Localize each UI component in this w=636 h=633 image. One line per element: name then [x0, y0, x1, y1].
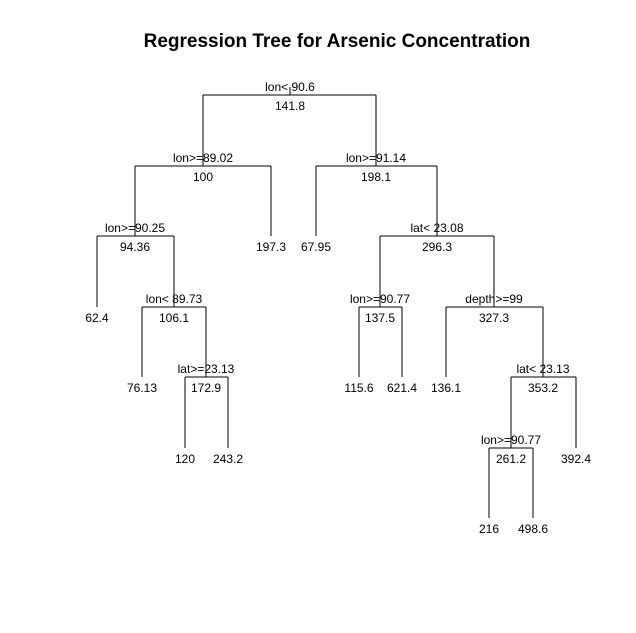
- n63-leaf-value: 392.4: [561, 452, 591, 466]
- n62-value-label: 261.2: [496, 452, 526, 466]
- n39-leaf-value: 243.2: [213, 452, 243, 466]
- tree-edges: [96, 87, 577, 518]
- n6-leaf-value: 67.95: [301, 240, 331, 254]
- n7-value-label: 296.3: [422, 240, 452, 254]
- n14-value-label: 137.5: [365, 311, 395, 325]
- n31-split-label: lat< 23.13: [516, 362, 569, 376]
- n28-leaf-value: 115.6: [344, 381, 373, 395]
- n4-split-label: lon>=90.25: [105, 221, 165, 235]
- tree-labels: lon< 90.6 141.8 lon>=89.02 100 lon>=91.14 198…: [85, 80, 591, 536]
- n124-leaf-value: 216: [479, 522, 499, 536]
- n14-split-label: lon>=90.77: [350, 292, 410, 306]
- root-value-label: 141.8: [275, 99, 305, 113]
- n38-leaf-value: 120: [175, 452, 195, 466]
- n3-split-label: lon>=91.14: [346, 151, 406, 165]
- n7-split-label: lat< 23.08: [410, 221, 463, 235]
- root-split-label: lon< 90.6: [265, 80, 315, 94]
- n8-leaf-value: 62.4: [85, 311, 109, 325]
- n15-split-label: depth>=99: [465, 292, 523, 306]
- n2-value-label: 100: [193, 170, 213, 184]
- n18-leaf-value: 76.13: [127, 381, 157, 395]
- chart-title: Regression Tree for Arsenic Concentratio…: [144, 31, 531, 52]
- n9-split-label: lon< 89.73: [146, 292, 203, 306]
- n9-value-label: 106.1: [159, 311, 189, 325]
- n30-leaf-value: 136.1: [431, 381, 461, 395]
- n3-value-label: 198.1: [361, 170, 391, 184]
- n62-split-label: lon>=90.77: [481, 433, 541, 447]
- n2-split-label: lon>=89.02: [173, 151, 233, 165]
- n19-value-label: 172.9: [191, 381, 221, 395]
- n31-value-label: 353.2: [528, 381, 558, 395]
- n29-leaf-value: 621.4: [387, 381, 417, 395]
- n15-value-label: 327.3: [479, 311, 509, 325]
- n5-leaf-value: 197.3: [256, 240, 286, 254]
- n4-value-label: 94.36: [120, 240, 150, 254]
- n125-leaf-value: 498.6: [518, 522, 548, 536]
- n19-split-label: lat>=23.13: [178, 362, 235, 376]
